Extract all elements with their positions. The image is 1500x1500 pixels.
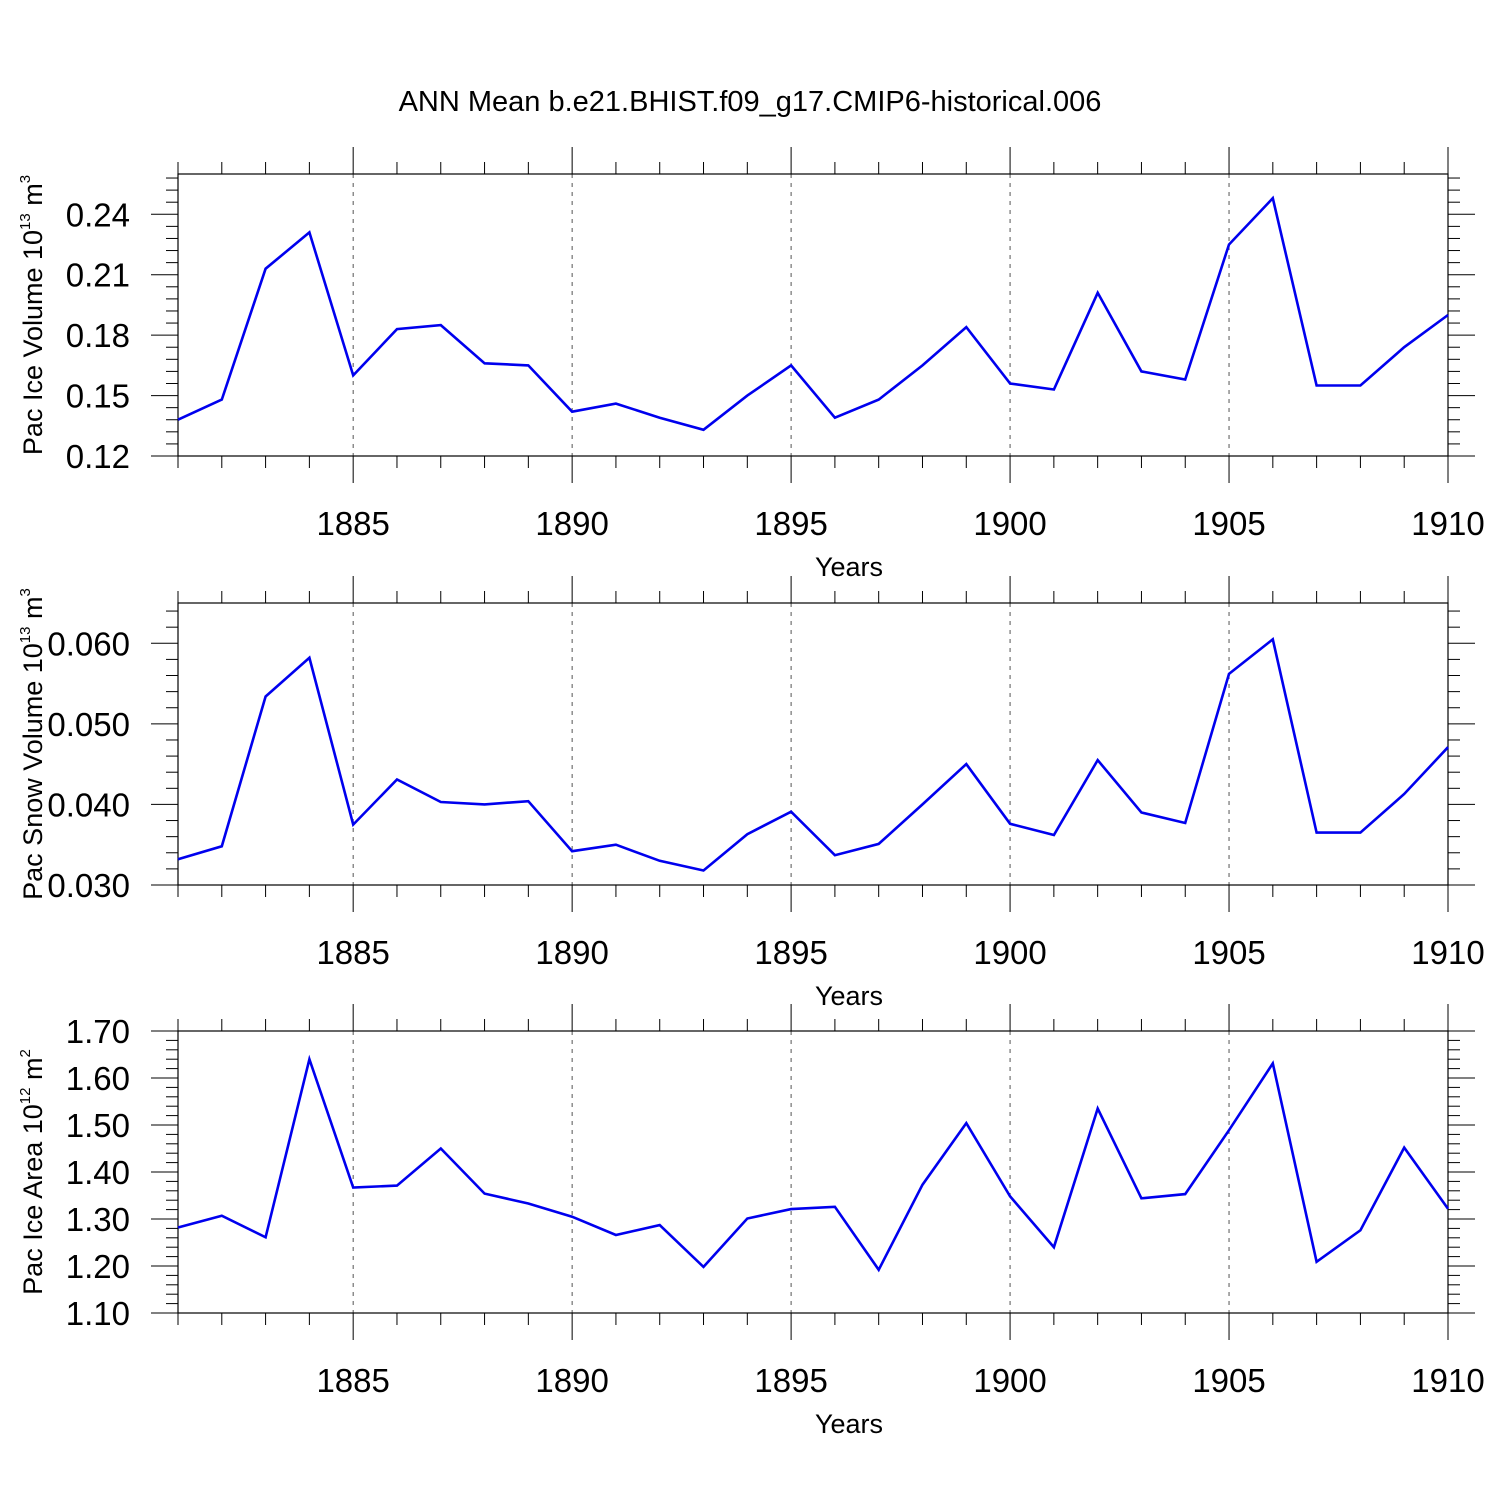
chart-title: ANN Mean b.e21.BHIST.f09_g17.CMIP6-histo… bbox=[399, 86, 1102, 118]
series-line bbox=[177, 1054, 1450, 1273]
y-axis-label-exponent: 13 bbox=[17, 213, 34, 230]
x-tick-label: 1885 bbox=[316, 1362, 389, 1399]
x-tick-label: 1900 bbox=[973, 934, 1046, 971]
x-tick-label: 1905 bbox=[1192, 934, 1265, 971]
x-axis-label: Years bbox=[815, 552, 883, 582]
y-axis-label-unit: m bbox=[18, 596, 48, 626]
y-axis-label-text: Pac Ice Volume 10 bbox=[18, 230, 48, 455]
y-tick-label: 1.20 bbox=[66, 1248, 130, 1285]
y-tick-label: 1.10 bbox=[66, 1295, 130, 1332]
x-tick-label: 1895 bbox=[754, 505, 827, 542]
x-tick-label: 1900 bbox=[973, 505, 1046, 542]
y-tick-label: 1.70 bbox=[66, 1013, 130, 1050]
series-line bbox=[177, 637, 1449, 872]
x-tick-label: 1910 bbox=[1411, 505, 1484, 542]
y-tick-label: 0.24 bbox=[66, 196, 130, 233]
y-axis-label-unit-exponent: 3 bbox=[17, 175, 34, 183]
x-tick-label: 1895 bbox=[754, 1362, 827, 1399]
x-tick-label: 1910 bbox=[1411, 934, 1484, 971]
y-tick-label: 0.18 bbox=[66, 317, 130, 354]
y-tick-label: 0.050 bbox=[47, 706, 130, 743]
y-axis-label: Pac Snow Volume 1013 m3 bbox=[17, 588, 48, 900]
y-axis-label: Pac Ice Area 1012 m2 bbox=[17, 1049, 48, 1295]
y-axis-label-text: Pac Ice Area 10 bbox=[18, 1104, 48, 1295]
y-tick-label: 0.040 bbox=[47, 786, 130, 823]
x-axis-label: Years bbox=[815, 981, 883, 1011]
series-line bbox=[177, 195, 1449, 432]
y-axis-label-text: Pac Snow Volume 10 bbox=[18, 643, 48, 900]
y-axis-label-unit: m bbox=[18, 183, 48, 213]
x-tick-label: 1890 bbox=[535, 934, 608, 971]
x-tick-label: 1895 bbox=[754, 934, 827, 971]
panel-1: 1885 1890 1895 1900 1905 1910 Years 0.12 0.15 0.1… bbox=[17, 147, 1485, 582]
x-tick-label: 1900 bbox=[973, 1362, 1046, 1399]
y-axis-label: Pac Ice Volume 1013 m3 bbox=[17, 175, 48, 455]
panel-3: 1885 1890 1895 1900 1905 1910 Years 1.10 1.20 1.3… bbox=[17, 1004, 1485, 1439]
x-tick-label: 1890 bbox=[535, 505, 608, 542]
x-tick-label: 1910 bbox=[1411, 1362, 1484, 1399]
chart-panels: 1885 1890 1895 1900 1905 1910 Years 0.12 0.15 0.1… bbox=[17, 147, 1485, 1439]
x-tick-label: 1890 bbox=[535, 1362, 608, 1399]
y-tick-label: 0.15 bbox=[66, 378, 130, 415]
x-tick-label: 1885 bbox=[316, 505, 389, 542]
y-axis-label-exponent: 13 bbox=[17, 626, 34, 643]
plot-frame bbox=[177, 602, 1449, 886]
y-tick-label: 1.60 bbox=[66, 1060, 130, 1097]
y-tick-label: 1.40 bbox=[66, 1154, 130, 1191]
y-axis-label-unit-exponent: 3 bbox=[17, 588, 34, 596]
y-tick-label: 1.50 bbox=[66, 1107, 130, 1144]
x-axis-label: Years bbox=[815, 1409, 883, 1439]
y-tick-label: 0.12 bbox=[66, 438, 130, 475]
x-tick-label: 1885 bbox=[316, 934, 389, 971]
y-tick-label: 1.30 bbox=[66, 1201, 130, 1238]
y-axis-label-unit: m bbox=[18, 1058, 48, 1088]
y-axis-label-unit-exponent: 2 bbox=[17, 1049, 34, 1057]
y-axis-label-exponent: 12 bbox=[17, 1088, 34, 1105]
y-tick-label: 0.21 bbox=[66, 257, 130, 294]
y-tick-label: 0.060 bbox=[47, 625, 130, 662]
panel-2: 1885 1890 1895 1900 1905 1910 Years 0.030 0.040 0… bbox=[17, 576, 1485, 1011]
y-tick-label: 0.030 bbox=[47, 867, 130, 904]
x-tick-label: 1905 bbox=[1192, 505, 1265, 542]
x-tick-label: 1905 bbox=[1192, 1362, 1265, 1399]
